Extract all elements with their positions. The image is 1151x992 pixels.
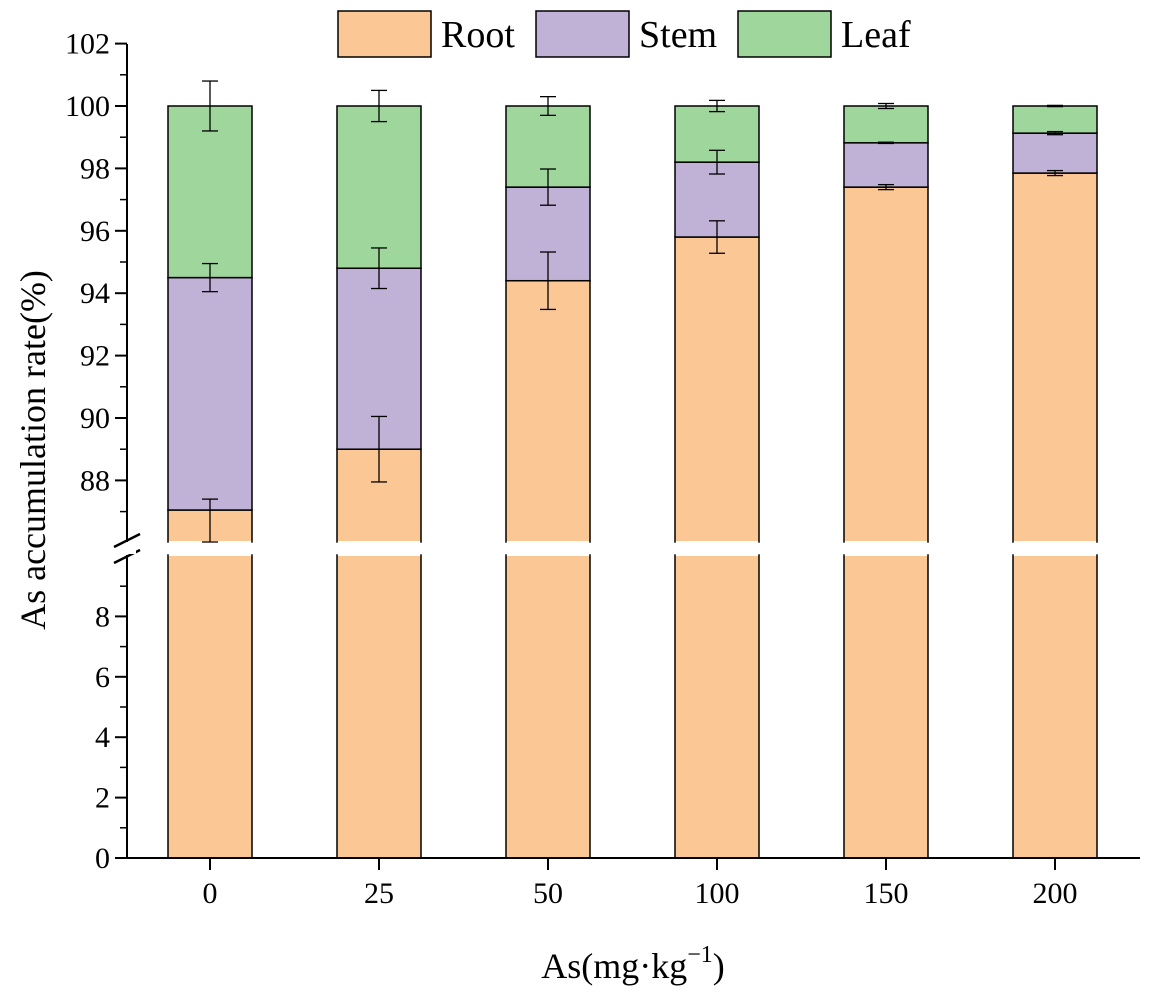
- error-bar-stem-0: [202, 262, 218, 293]
- bar-leaf-200: [1012, 105, 1098, 134]
- legend-swatch-leaf: [737, 10, 832, 58]
- bar-stem-0: [167, 276, 253, 511]
- error-bar-stem-150: [878, 141, 894, 145]
- bar-leaf-0: [167, 105, 253, 279]
- bar-stem-200: [1012, 132, 1098, 174]
- axis-break-gap-100: [675, 541, 759, 556]
- error-bar-root-0: [202, 498, 218, 543]
- y-tick-label-low-6: 6: [95, 661, 110, 694]
- error-bar-leaf-0: [202, 80, 218, 132]
- error-bar-root-100: [709, 220, 725, 254]
- x-tick-label-100: 100: [695, 877, 740, 910]
- error-bar-stem-200: [1047, 130, 1063, 136]
- x-axis-title-close: ): [713, 946, 725, 986]
- bar-root-50: [505, 279, 591, 543]
- y-tick-label-90: 90: [80, 402, 110, 435]
- legend-swatch-stem: [535, 10, 630, 58]
- x-tick-label-50: 50: [533, 877, 563, 910]
- bar-leaf-25: [336, 105, 422, 269]
- axis-break-mark-top: [113, 532, 141, 549]
- y-tick-label-92: 92: [80, 340, 110, 373]
- bar-leaf-150: [843, 105, 929, 144]
- y-tick-label-94: 94: [80, 277, 110, 310]
- bar-root-lower-150: [843, 554, 929, 859]
- axis-break-gap-0: [168, 541, 252, 556]
- x-axis-title-main: As(mg·kg: [541, 946, 687, 986]
- y-tick-label-102: 102: [65, 28, 110, 61]
- bar-root-lower-200: [1012, 554, 1098, 859]
- bar-root-150: [843, 186, 929, 543]
- error-bar-stem-100: [709, 149, 725, 175]
- y-tick-label-low-2: 2: [95, 782, 110, 815]
- bar-root-200: [1012, 172, 1098, 543]
- x-tick-label-150: 150: [864, 877, 909, 910]
- legend-swatch-root: [337, 10, 432, 58]
- error-bar-root-150: [878, 183, 894, 191]
- error-bar-leaf-50: [540, 95, 556, 117]
- y-axis-title: As accumulation rate(%): [13, 270, 53, 630]
- x-tick-label-200: 200: [1033, 877, 1078, 910]
- error-bar-leaf-25: [371, 89, 387, 123]
- x-tick-label-25: 25: [364, 877, 394, 910]
- axis-break-gap-150: [844, 541, 928, 556]
- bar-root-lower-25: [336, 554, 422, 859]
- y-tick-label-low-8: 8: [95, 600, 110, 633]
- y-tick-label-88: 88: [80, 464, 110, 497]
- bars-layer: [167, 105, 1098, 859]
- axis-break-gap-50: [506, 541, 590, 556]
- bar-root-100: [674, 236, 760, 543]
- bar-root-lower-50: [505, 554, 591, 859]
- axis-break-gap-25: [337, 541, 421, 556]
- error-bars-layer: [202, 80, 1063, 543]
- x-axis-title: As(mg·kg−1): [541, 942, 725, 986]
- error-bar-leaf-150: [878, 102, 894, 110]
- axes-layer: [113, 42, 1140, 870]
- error-bar-leaf-100: [709, 99, 725, 113]
- error-bar-root-25: [371, 415, 387, 483]
- error-bar-leaf-200: [1047, 104, 1063, 108]
- y-tick-label-98: 98: [80, 152, 110, 185]
- error-bar-stem-25: [371, 247, 387, 290]
- error-bar-root-50: [540, 251, 556, 311]
- y-tick-label-low-4: 4: [95, 721, 110, 754]
- axis-break-gap-axis: [128, 543, 136, 554]
- axis-break-gap-200: [1013, 541, 1097, 556]
- legend-label-leaf: Leaf: [841, 14, 911, 56]
- bar-root-lower-0: [167, 554, 253, 859]
- y-tick-label-low-0: 0: [95, 842, 110, 875]
- tick-labels-layer: 0 25 50 100 150 200 88 90 92 94 96 98 100 102 0 2 4 6 8: [65, 28, 1078, 910]
- y-tick-label-100: 100: [65, 90, 110, 123]
- bar-stem-150: [843, 142, 929, 188]
- error-bar-root-200: [1047, 169, 1063, 177]
- bar-root-lower-100: [674, 554, 760, 859]
- x-tick-label-0: 0: [203, 877, 218, 910]
- error-bar-stem-50: [540, 168, 556, 206]
- x-axis-title-sup: −1: [687, 942, 713, 968]
- y-tick-label-96: 96: [80, 215, 110, 248]
- legend-label-root: Root: [441, 14, 515, 56]
- legend: Root Stem Leaf: [337, 10, 911, 58]
- legend-label-stem: Stem: [639, 14, 717, 56]
